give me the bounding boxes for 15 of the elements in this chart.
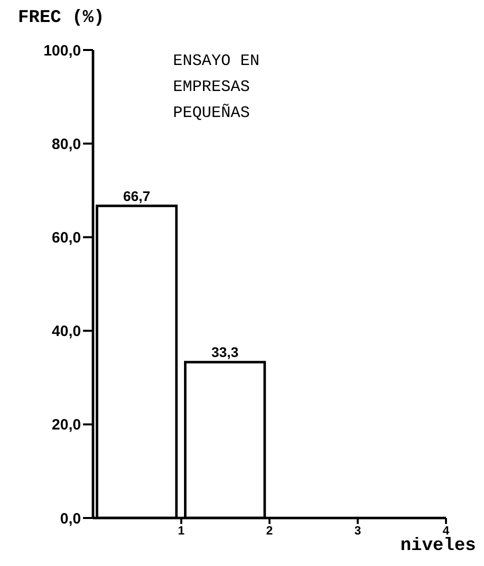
data-label: 66,7 — [123, 188, 151, 204]
x-tick-label: 3 — [354, 524, 362, 538]
y-tick-label: 100,0 — [43, 42, 81, 60]
x-tick-label: 4 — [442, 524, 450, 538]
x-axis-title: niveles — [400, 536, 476, 556]
y-axis-title: FREC (%) — [18, 8, 104, 28]
y-tick-label: 80,0 — [52, 136, 81, 153]
data-label: 33,3 — [211, 344, 239, 360]
y-tick-label: 0,0 — [60, 510, 81, 528]
text: ENSAYO EN EMPRESAS PEQUEÑAS — [173, 51, 260, 124]
y-tick-label: 40,0 — [52, 323, 81, 340]
x-tick-label: 1 — [178, 524, 185, 538]
y-tick-label: 20,0 — [52, 416, 81, 434]
x-tick-label: 2 — [266, 524, 274, 538]
y-tick-label: 60,0 — [52, 230, 81, 247]
